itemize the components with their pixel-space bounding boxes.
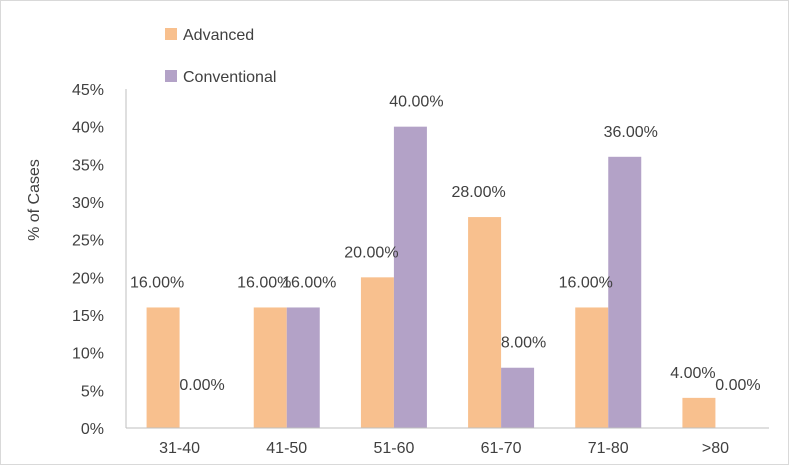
- y-axis-label: % of Cases: [26, 159, 43, 241]
- data-label-conventional: 16.00%: [282, 274, 336, 291]
- y-axis-ticks: 0% 5% 10% 15% 20% 25% 30% 35% 40% 45%: [72, 82, 104, 438]
- bar-conventional: [608, 156, 642, 429]
- y-tick-label: 40%: [72, 120, 104, 137]
- bar-advanced: [468, 217, 502, 428]
- data-label-conventional: 0.00%: [715, 377, 760, 394]
- x-tick-label: 61-70: [481, 440, 522, 457]
- data-label-conventional: 36.00%: [604, 124, 658, 141]
- legend-swatch-conventional: [165, 70, 177, 82]
- y-tick-label: 10%: [72, 346, 104, 363]
- data-label-advanced: 4.00%: [670, 365, 715, 382]
- y-tick-label: 5%: [81, 383, 104, 400]
- x-tick-label: 31-40: [159, 440, 200, 457]
- data-labels: 16.00%0.00%16.00%16.00%20.00%40.00%28.00…: [130, 94, 761, 394]
- x-axis-ticks: 31-40 41-50 51-60 61-70 71-80 >80: [159, 440, 729, 457]
- data-label-advanced: 16.00%: [130, 274, 184, 291]
- data-label-advanced: 16.00%: [559, 274, 613, 291]
- legend-label-conventional: Conventional: [183, 69, 276, 86]
- bar-advanced: [253, 307, 287, 428]
- data-label-advanced: 16.00%: [237, 274, 291, 291]
- y-tick-label: 20%: [72, 270, 104, 287]
- legend-swatch-advanced: [165, 28, 177, 40]
- legend-label-advanced: Advanced: [183, 27, 254, 44]
- bars: [146, 126, 716, 429]
- y-tick-label: 30%: [72, 195, 104, 212]
- legend: Advanced Conventional: [165, 27, 276, 86]
- x-tick-label: 41-50: [266, 440, 307, 457]
- y-tick-label: 45%: [72, 82, 104, 99]
- data-label-conventional: 40.00%: [389, 94, 443, 111]
- bar-advanced: [146, 307, 180, 428]
- bar-conventional: [393, 126, 427, 429]
- x-tick-label: 71-80: [588, 440, 629, 457]
- y-tick-label: 15%: [72, 308, 104, 325]
- data-label-conventional: 0.00%: [179, 377, 224, 394]
- data-label-advanced: 20.00%: [344, 244, 398, 261]
- bar-advanced: [575, 307, 609, 428]
- y-tick-label: 35%: [72, 157, 104, 174]
- bar-advanced: [360, 277, 394, 428]
- data-label-advanced: 28.00%: [451, 184, 505, 201]
- y-tick-label: 25%: [72, 233, 104, 250]
- y-tick-label: 0%: [81, 421, 104, 438]
- x-tick-label: 51-60: [373, 440, 414, 457]
- bar-advanced: [682, 397, 716, 428]
- bar-conventional: [501, 367, 535, 428]
- bar-conventional: [286, 307, 320, 428]
- data-label-conventional: 8.00%: [501, 335, 546, 352]
- x-tick-label: >80: [702, 440, 729, 457]
